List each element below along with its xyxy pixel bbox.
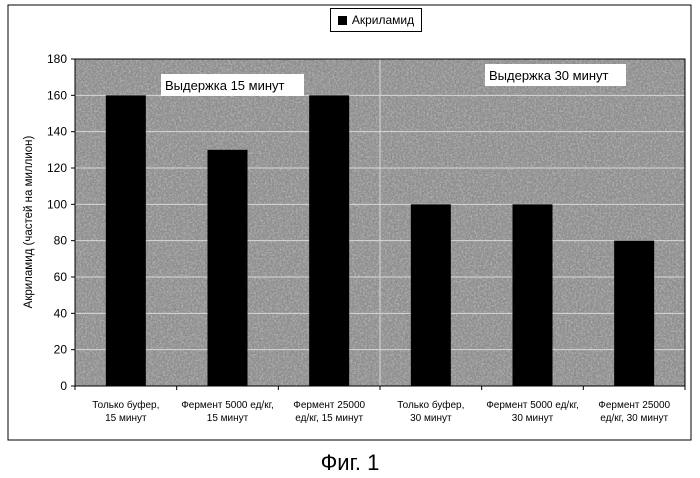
bar-value-label: 160: [319, 97, 339, 111]
y-tick-label: 120: [47, 161, 67, 175]
y-tick-label: 40: [54, 306, 68, 320]
y-tick-label: 80: [54, 234, 68, 248]
annotation-15min-text: Выдержка 15 минут: [165, 78, 285, 93]
y-tick-label: 140: [47, 125, 67, 139]
bar: [513, 204, 553, 386]
y-tick-label: 160: [47, 88, 67, 102]
bar: [106, 95, 146, 386]
plot-area: 160 160: [75, 59, 685, 386]
y-axis-label: Акриламид (частей на миллион): [23, 135, 35, 308]
legend: Акриламид: [330, 8, 422, 32]
bar: [208, 150, 248, 386]
annotation-30min-text: Выдержка 30 минут: [489, 68, 609, 83]
y-tick-label: 20: [54, 343, 68, 357]
legend-swatch: [338, 16, 347, 25]
annotation-15min: Выдержка 15 минут: [161, 74, 304, 96]
y-tick-label: 180: [47, 52, 67, 66]
y-tick-label: 0: [60, 379, 67, 393]
bar: [411, 204, 451, 386]
legend-label: Акриламид: [352, 13, 414, 27]
annotation-30min: Выдержка 30 минут: [485, 64, 626, 86]
bar-value-label: 160: [116, 97, 136, 111]
bar: [309, 95, 349, 386]
y-tick-label: 60: [54, 270, 68, 284]
y-tick-label: 100: [47, 197, 67, 211]
figure-caption: Фиг. 1: [0, 450, 700, 476]
bar: [614, 241, 654, 386]
